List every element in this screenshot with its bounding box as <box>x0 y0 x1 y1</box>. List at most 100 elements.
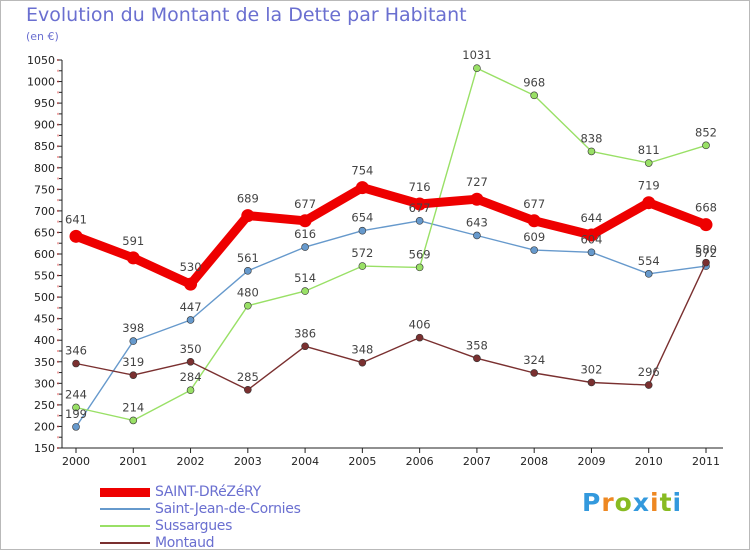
y-tick-label: 300 <box>34 377 55 390</box>
y-tick-label: 900 <box>34 119 55 132</box>
data-point <box>241 209 255 223</box>
y-tick-label: 500 <box>34 291 55 304</box>
data-point <box>699 218 713 232</box>
data-label: 654 <box>351 211 373 225</box>
data-point <box>301 287 309 295</box>
data-point <box>584 228 598 242</box>
data-point <box>470 192 484 206</box>
y-tick-label: 650 <box>34 226 55 239</box>
data-label: 319 <box>122 355 144 369</box>
x-tick-label: 2007 <box>463 455 491 468</box>
legend-swatch <box>100 525 150 527</box>
y-tick-label: 600 <box>34 248 55 261</box>
x-tick-label: 2003 <box>234 455 262 468</box>
data-label: 727 <box>466 175 488 189</box>
data-point <box>72 359 80 368</box>
line-chart: 150 200 250 300 350 400 450 500 550 600 650 700 750 8… <box>27 48 723 468</box>
logo-letter: r <box>601 488 615 517</box>
data-label: 591 <box>122 234 144 248</box>
data-point <box>530 369 538 377</box>
data-label: 644 <box>580 211 602 225</box>
data-label: 386 <box>294 326 316 340</box>
x-tick-label: 2000 <box>62 455 90 468</box>
data-label: 641 <box>65 212 87 226</box>
logo-letter: i <box>672 488 683 517</box>
logo-letter: x <box>632 488 650 517</box>
data-point <box>129 416 138 425</box>
x-tick-label: 2004 <box>291 455 319 468</box>
legend-label: Saint-Jean-de-Cornies <box>155 501 301 517</box>
x-tick-label: 2011 <box>692 455 720 468</box>
data-point <box>587 378 596 387</box>
y-tick-label: 1000 <box>27 76 55 89</box>
y-tick-label: 200 <box>34 420 55 433</box>
legend-swatch <box>100 542 150 544</box>
data-point <box>126 251 140 265</box>
data-label: 350 <box>180 342 202 356</box>
data-label: 324 <box>523 353 545 367</box>
data-point <box>644 381 653 389</box>
x-tick-label: 2010 <box>635 455 663 468</box>
data-point <box>530 91 538 100</box>
data-point <box>244 385 252 394</box>
data-label: 447 <box>180 300 202 314</box>
series-line-saint-jean-de-cornies <box>75 220 707 428</box>
data-label: 811 <box>638 143 660 157</box>
data-point <box>358 262 367 270</box>
data-point <box>473 64 481 72</box>
data-point <box>413 197 427 211</box>
data-point <box>702 258 710 267</box>
logo-letter: t <box>659 488 673 517</box>
data-point <box>644 270 653 278</box>
data-point <box>415 217 424 225</box>
data-label: 561 <box>237 251 259 265</box>
data-point <box>129 371 138 379</box>
data-point <box>530 246 538 254</box>
legend-swatch <box>100 487 150 497</box>
data-point <box>644 159 653 167</box>
data-point <box>473 231 481 240</box>
y-tick-label: 850 <box>34 140 55 153</box>
y-tick-label: 800 <box>34 162 55 175</box>
proxiti-logo: Proxiti <box>582 488 682 517</box>
data-label: 677 <box>523 197 545 211</box>
data-point <box>244 267 252 275</box>
data-label: 530 <box>180 260 202 274</box>
data-point <box>186 316 195 324</box>
data-point <box>587 248 596 257</box>
legend-label: Sussargues <box>155 518 233 534</box>
chart-title: Evolution du Montant de la Dette par Hab… <box>26 4 467 26</box>
data-label: 296 <box>638 365 660 379</box>
data-label: 580 <box>695 243 717 257</box>
x-tick-label: 2006 <box>406 455 434 468</box>
chart-data-labels: 199 398 447 561 616 654 677 643 609 604 554 572 244 2… <box>65 48 717 421</box>
chart-unit: (en €) <box>26 30 59 43</box>
legend-label: SAINT-DRéZéRY <box>155 484 261 500</box>
data-label: 668 <box>695 201 717 215</box>
data-label: 643 <box>466 215 488 229</box>
data-label: 616 <box>294 227 316 241</box>
chart-series <box>69 64 713 431</box>
y-tick-label: 350 <box>34 356 55 369</box>
legend-swatch <box>100 508 150 510</box>
data-point <box>358 358 367 367</box>
data-point <box>642 196 656 210</box>
data-label: 677 <box>409 201 431 215</box>
data-label: 1031 <box>462 48 491 62</box>
logo-letter: o <box>614 488 633 517</box>
data-label: 604 <box>580 232 602 246</box>
y-tick-label: 700 <box>34 205 55 218</box>
data-point <box>415 333 424 342</box>
data-point <box>587 147 596 156</box>
y-tick-label: 400 <box>34 334 55 347</box>
data-point <box>415 263 424 272</box>
data-point <box>301 342 309 351</box>
data-point <box>355 181 369 195</box>
data-label: 852 <box>695 125 717 139</box>
x-tick-label: 2001 <box>119 455 147 468</box>
data-label: 244 <box>65 387 87 401</box>
data-point <box>298 214 312 228</box>
data-label: 572 <box>695 246 717 260</box>
data-point <box>702 141 710 150</box>
